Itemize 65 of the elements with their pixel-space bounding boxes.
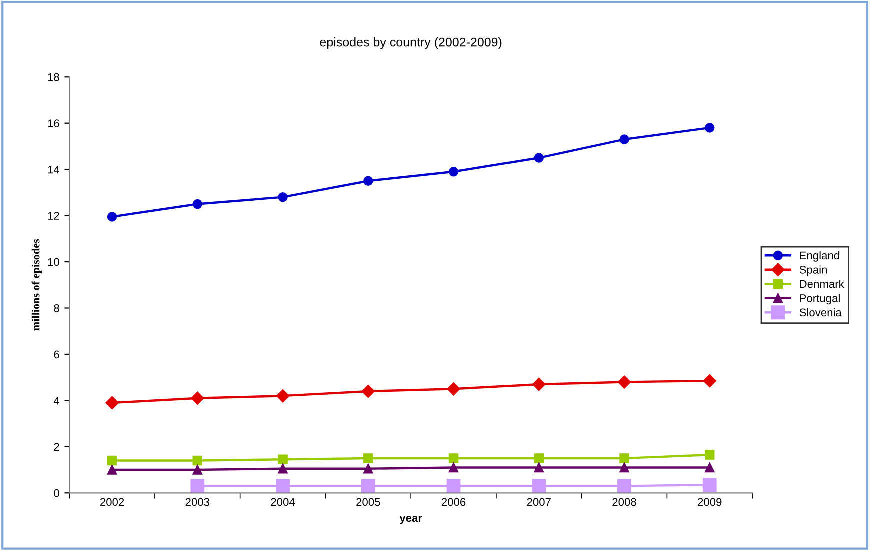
- legend-label: England: [800, 251, 840, 262]
- point: [534, 153, 544, 163]
- point: [705, 123, 715, 133]
- x-tick-label: 2009: [698, 498, 722, 506]
- x-tick-label: 2006: [442, 498, 466, 506]
- point: [448, 454, 459, 464]
- point: [192, 199, 203, 210]
- legend-label: Spain: [800, 266, 827, 276]
- legend-label: Denmark: [800, 280, 844, 288]
- point: [447, 382, 460, 396]
- y-tick-label: 16: [48, 120, 60, 128]
- x-tick-label: 2007: [527, 498, 551, 506]
- point: [702, 478, 717, 492]
- legend-label: Slovenia: [800, 308, 842, 317]
- point: [107, 456, 118, 466]
- y-tick-label: 12: [48, 212, 60, 220]
- y-axis-title: millions of episodes: [32, 239, 42, 331]
- point: [620, 454, 630, 464]
- y-tick-label: 8: [54, 304, 60, 312]
- point: [278, 464, 288, 474]
- y-tick-label: 6: [54, 350, 60, 359]
- point: [106, 396, 119, 410]
- y-tick-label: 18: [48, 73, 60, 82]
- point: [703, 374, 716, 388]
- point: [534, 462, 544, 473]
- point: [534, 454, 544, 464]
- x-tick-label: 2002: [100, 498, 124, 506]
- y-tick-label: 0: [54, 489, 60, 498]
- point: [705, 462, 715, 473]
- x-tick-label: 2003: [186, 498, 210, 506]
- y-tick-label: 10: [48, 258, 60, 266]
- legend-label: Portugal: [800, 294, 840, 305]
- point: [705, 450, 715, 460]
- point: [278, 192, 288, 202]
- point: [364, 454, 374, 464]
- y-tick-label: 4: [54, 397, 60, 405]
- point: [532, 479, 546, 494]
- point: [618, 479, 632, 494]
- point: [448, 462, 459, 473]
- point: [618, 376, 632, 389]
- point: [364, 176, 374, 186]
- x-tick-label: 2004: [271, 498, 296, 506]
- point: [190, 479, 205, 494]
- y-tick-label: 2: [54, 443, 60, 451]
- point: [620, 462, 630, 473]
- point: [532, 378, 546, 392]
- point: [448, 167, 459, 177]
- point: [276, 479, 290, 494]
- x-tick-label: 2008: [612, 498, 636, 506]
- point: [364, 464, 374, 474]
- point: [278, 454, 288, 464]
- y-tick-label: 14: [48, 166, 60, 174]
- point: [362, 384, 375, 398]
- point: [107, 212, 118, 222]
- point: [191, 392, 204, 405]
- x-axis-title: year: [400, 516, 422, 524]
- point: [620, 134, 630, 144]
- point: [361, 479, 376, 494]
- x-tick-label: 2005: [356, 498, 380, 506]
- point: [276, 389, 290, 403]
- chart-title: episodes by country (2002-2009): [320, 38, 502, 50]
- point: [192, 465, 203, 475]
- point: [446, 479, 461, 494]
- point: [192, 456, 203, 466]
- point: [107, 465, 118, 475]
